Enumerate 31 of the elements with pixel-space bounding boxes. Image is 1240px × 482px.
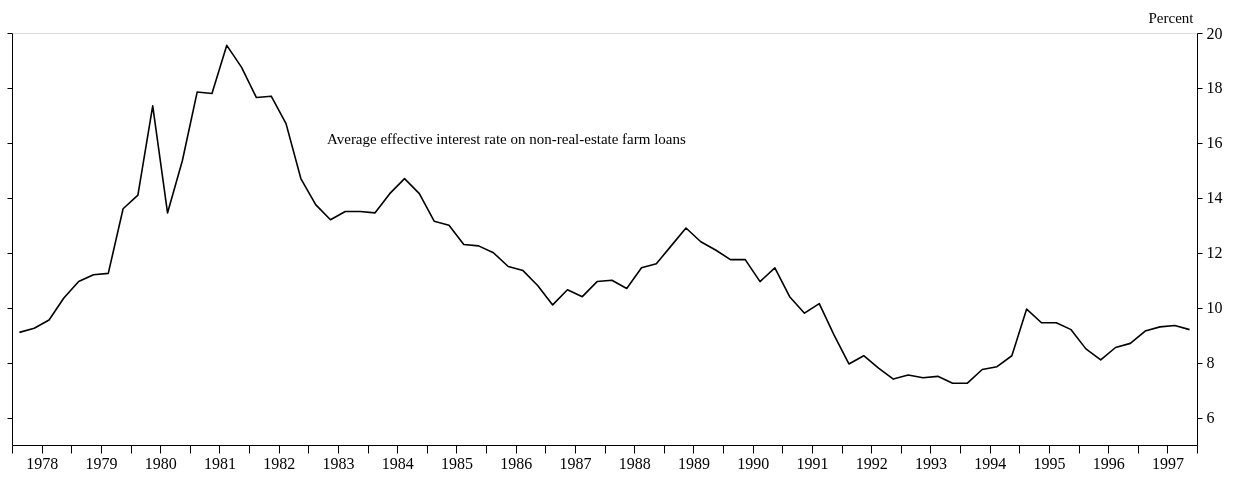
x-tick-label: 1979 — [85, 454, 118, 472]
x-tick-label: 1985 — [440, 454, 473, 472]
y-tick-label: 20 — [1206, 24, 1223, 42]
x-tick-label: 1983 — [322, 454, 355, 472]
x-tick-label: 1994 — [974, 454, 1007, 472]
y-tick-label: 18 — [1206, 79, 1223, 97]
x-tick-label: 1986 — [500, 454, 533, 472]
x-tick-label: 1982 — [263, 454, 296, 472]
x-tick-label: 1989 — [677, 454, 710, 472]
x-tick-label: 1987 — [559, 454, 592, 472]
line-series — [18, 44, 1191, 384]
y-tick-label: 12 — [1206, 244, 1223, 262]
x-tick-label: 1978 — [26, 454, 59, 472]
y-tick-label: 10 — [1206, 299, 1223, 317]
x-tick-label: 1996 — [1092, 454, 1125, 472]
x-tick-label: 1984 — [381, 454, 414, 472]
y-tick-label: 6 — [1206, 409, 1215, 427]
x-tick-label: 1990 — [737, 454, 770, 472]
x-tick-label: 1980 — [144, 454, 177, 472]
y-tick-label: 8 — [1206, 354, 1215, 372]
x-tick-label: 1991 — [796, 454, 829, 472]
x-tick-label: 1981 — [203, 454, 236, 472]
x-tick-label: 1992 — [855, 454, 888, 472]
y-tick-label: 14 — [1206, 189, 1223, 207]
x-tick-label: 1988 — [618, 454, 651, 472]
y-axis-title: Percent — [1148, 9, 1195, 26]
x-tick-label: 1995 — [1033, 454, 1066, 472]
x-tick-label: 1997 — [1151, 454, 1184, 472]
y-tick-label: 16 — [1206, 134, 1223, 152]
annotation: Average effective interest rate on non-real-estate farm loans — [327, 131, 687, 147]
x-tick-label: 1993 — [914, 454, 947, 472]
